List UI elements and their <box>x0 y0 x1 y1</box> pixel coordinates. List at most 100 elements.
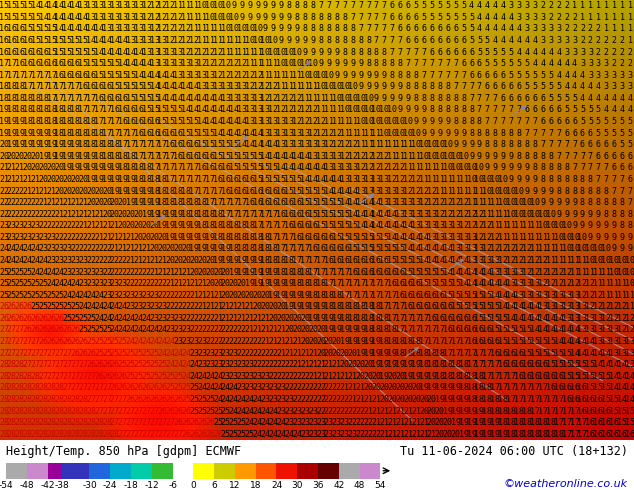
Text: 17: 17 <box>363 291 373 300</box>
Text: 15: 15 <box>379 233 389 242</box>
Text: 5: 5 <box>628 117 633 126</box>
Text: 12: 12 <box>403 187 413 196</box>
Text: 11: 11 <box>276 71 287 80</box>
Text: 27: 27 <box>7 349 17 358</box>
Text: 23: 23 <box>276 395 287 404</box>
Text: 12: 12 <box>403 175 413 184</box>
Text: 14: 14 <box>70 24 81 33</box>
Text: 15: 15 <box>474 291 484 300</box>
Text: 6: 6 <box>413 24 418 33</box>
Text: 19: 19 <box>0 117 9 126</box>
Text: 6: 6 <box>628 163 633 172</box>
Text: 16: 16 <box>347 256 358 265</box>
Text: 10: 10 <box>300 71 310 80</box>
Text: 27: 27 <box>39 372 49 381</box>
Text: 5: 5 <box>437 13 443 22</box>
Text: 28: 28 <box>62 395 72 404</box>
Text: 14: 14 <box>181 105 191 115</box>
Text: 27: 27 <box>62 383 72 392</box>
Text: 19: 19 <box>316 302 326 311</box>
Text: 8: 8 <box>429 105 434 115</box>
Text: 13: 13 <box>316 152 326 161</box>
Text: 10: 10 <box>284 48 294 57</box>
Text: 9: 9 <box>485 152 490 161</box>
Text: 27: 27 <box>30 360 41 369</box>
Text: 24: 24 <box>229 395 239 404</box>
Text: 14: 14 <box>387 210 398 219</box>
Text: 13: 13 <box>451 245 461 253</box>
Text: 16: 16 <box>522 360 532 369</box>
Text: 5: 5 <box>485 48 490 57</box>
Text: 19: 19 <box>252 256 262 265</box>
Text: 19: 19 <box>284 302 294 311</box>
Text: 14: 14 <box>205 117 215 126</box>
Text: 10: 10 <box>427 140 437 149</box>
Text: 17: 17 <box>514 395 524 404</box>
Text: 2: 2 <box>596 24 601 33</box>
Text: 16: 16 <box>0 36 9 45</box>
Text: 5: 5 <box>619 117 624 126</box>
Text: 18: 18 <box>30 117 41 126</box>
Text: 14: 14 <box>498 291 508 300</box>
Text: 12: 12 <box>585 279 595 288</box>
Text: 5: 5 <box>477 48 482 57</box>
Text: 6: 6 <box>390 1 395 10</box>
Text: 27: 27 <box>62 372 72 381</box>
Text: 11: 11 <box>490 198 500 207</box>
Text: 12: 12 <box>213 48 223 57</box>
Text: 27: 27 <box>55 360 65 369</box>
Text: 14: 14 <box>284 152 294 161</box>
Text: 14: 14 <box>609 383 619 392</box>
Text: 20: 20 <box>55 175 65 184</box>
Text: 14: 14 <box>403 233 413 242</box>
Text: 18: 18 <box>300 268 310 277</box>
Text: 26: 26 <box>70 325 81 335</box>
Text: 10: 10 <box>538 221 548 230</box>
Text: 12: 12 <box>165 24 176 33</box>
Text: 7: 7 <box>413 59 418 68</box>
Text: 18: 18 <box>522 430 532 439</box>
Text: 13: 13 <box>498 268 508 277</box>
Text: 24: 24 <box>189 360 199 369</box>
Text: 20: 20 <box>332 349 342 358</box>
Text: 24: 24 <box>221 395 231 404</box>
Text: 25: 25 <box>39 291 49 300</box>
Text: 13: 13 <box>553 291 564 300</box>
Text: 14: 14 <box>553 314 564 323</box>
Text: 13: 13 <box>387 198 398 207</box>
Text: 22: 22 <box>134 279 144 288</box>
Text: 16: 16 <box>324 245 334 253</box>
Text: 9: 9 <box>263 13 268 22</box>
Text: 17: 17 <box>165 175 176 184</box>
Text: 8: 8 <box>508 140 514 149</box>
Text: 16: 16 <box>316 245 326 253</box>
Text: 26: 26 <box>102 360 112 369</box>
Text: 20: 20 <box>427 418 437 427</box>
Text: 9: 9 <box>437 117 443 126</box>
Text: 14: 14 <box>236 140 247 149</box>
Text: 8: 8 <box>493 140 498 149</box>
Text: 12: 12 <box>308 129 318 138</box>
Text: 26: 26 <box>62 337 72 346</box>
Text: 14: 14 <box>514 314 524 323</box>
Text: 13: 13 <box>522 279 532 288</box>
Text: 17: 17 <box>197 187 207 196</box>
Text: 16: 16 <box>7 24 17 33</box>
Text: 28: 28 <box>0 407 9 416</box>
Text: 24: 24 <box>252 430 262 439</box>
Text: 12: 12 <box>379 152 389 161</box>
Text: 16: 16 <box>173 129 183 138</box>
Text: 10: 10 <box>601 245 611 253</box>
Text: 6: 6 <box>429 24 434 33</box>
Text: 5: 5 <box>548 94 553 103</box>
Text: 20: 20 <box>379 395 389 404</box>
Text: 21: 21 <box>395 430 405 439</box>
Text: 15: 15 <box>181 129 191 138</box>
Text: 8: 8 <box>453 105 458 115</box>
Text: 14: 14 <box>356 221 366 230</box>
Text: 15: 15 <box>78 59 88 68</box>
Text: 6: 6 <box>508 94 514 103</box>
Text: 7: 7 <box>540 129 545 138</box>
Text: 20: 20 <box>157 245 167 253</box>
Text: 18: 18 <box>419 349 429 358</box>
